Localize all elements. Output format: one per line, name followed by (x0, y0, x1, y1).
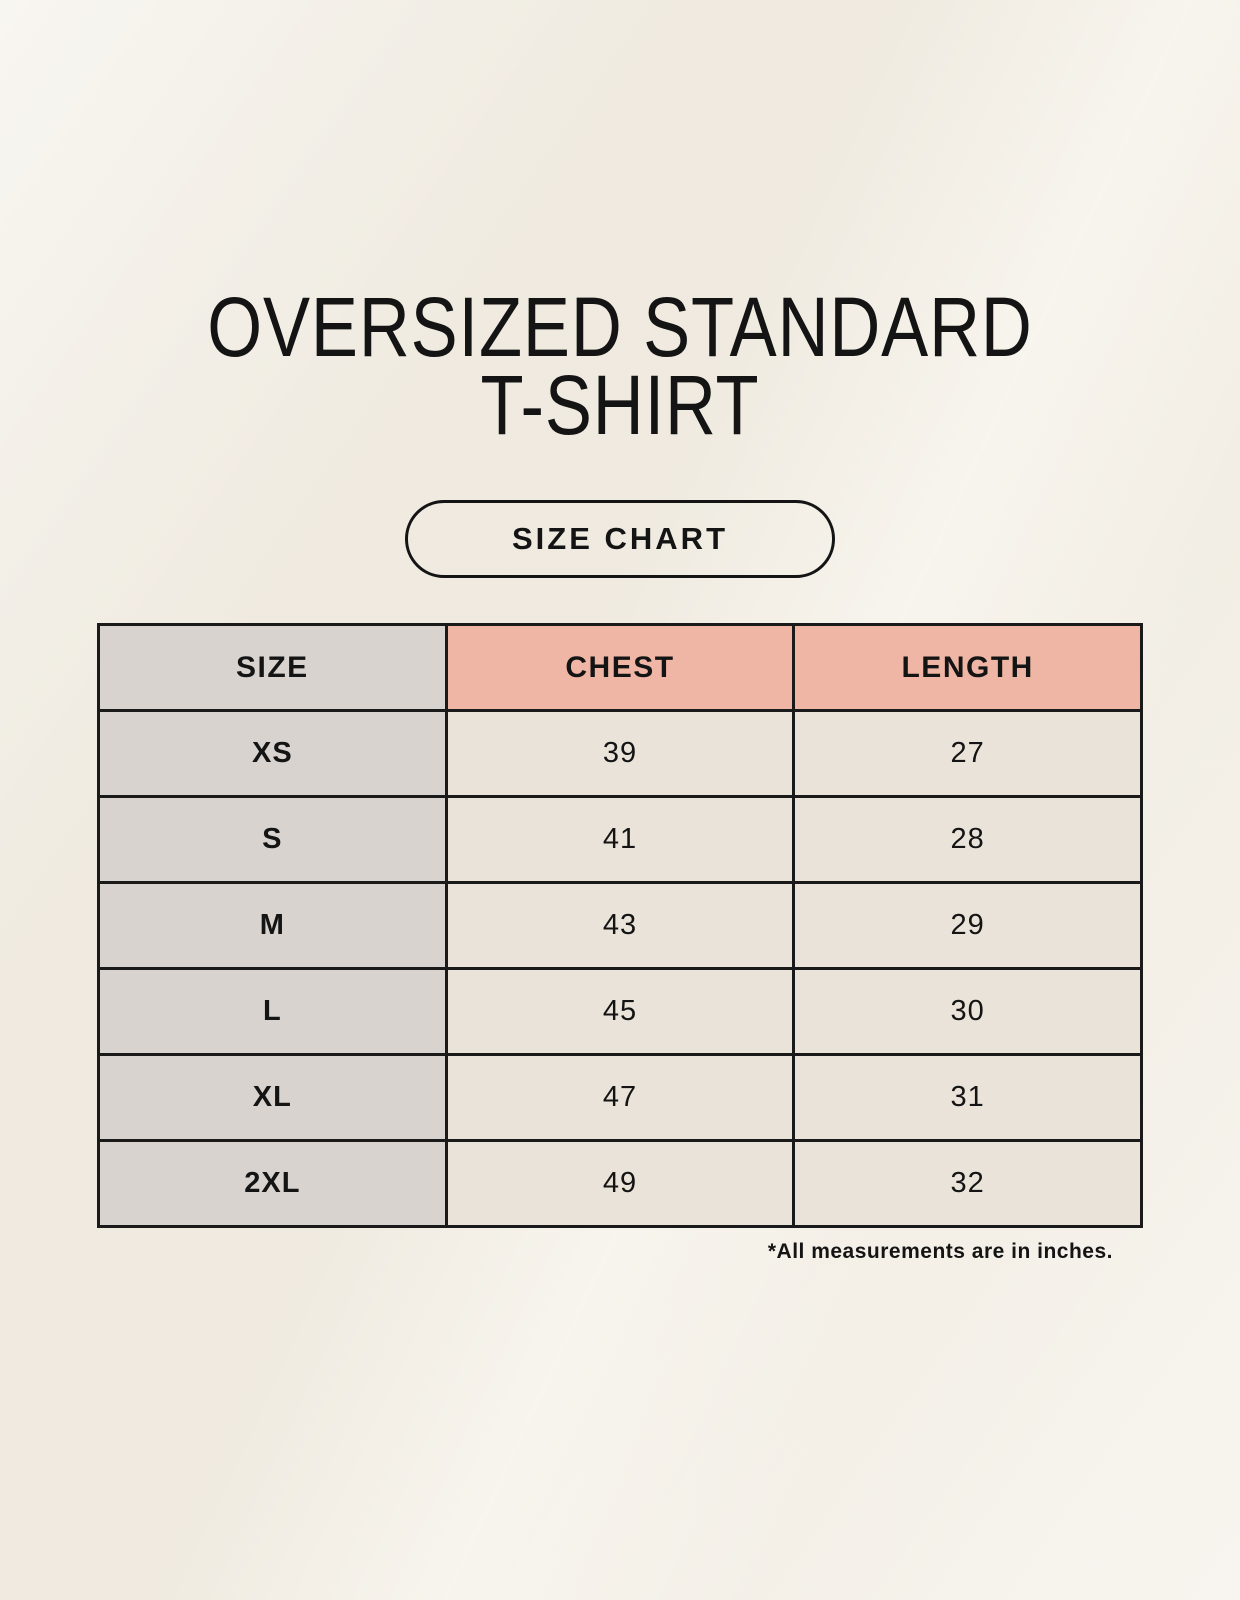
table-row: XL 47 31 (97, 1053, 1143, 1142)
header-row: SIZE CHEST LENGTH (97, 623, 1143, 712)
table-row: XS 39 27 (97, 709, 1143, 798)
measurement-value-cell: 28 (792, 795, 1143, 884)
column-header-size: SIZE (97, 623, 448, 712)
size-label-cell: 2XL (97, 1139, 448, 1228)
size-label-cell: XL (97, 1053, 448, 1142)
size-label-cell: M (97, 881, 448, 970)
page-title-line1: OVERSIZED STANDARD (207, 280, 1033, 374)
measurement-value-cell: 47 (444, 1053, 796, 1142)
size-label-cell: L (97, 967, 448, 1056)
size-chart-table-header: SIZE CHEST LENGTH (97, 623, 1143, 712)
measurement-value-cell: 31 (792, 1053, 1143, 1142)
page-title: OVERSIZED STANDARD T-SHIRT (99, 280, 1141, 452)
column-header-chest: CHEST (444, 623, 796, 712)
measurement-value-cell: 30 (792, 967, 1143, 1056)
size-chart-badge: SIZE CHART (405, 500, 835, 578)
size-chart-table-body: XS 39 27 S 41 28 M 43 29 L 45 30 XL 47 31 2XL 49 32 (97, 709, 1143, 1228)
measurement-value-cell: 41 (444, 795, 796, 884)
table-row: L 45 30 (97, 967, 1143, 1056)
table-row: M 43 29 (97, 881, 1143, 970)
measurement-value-cell: 45 (444, 967, 796, 1056)
measurement-value-cell: 43 (444, 881, 796, 970)
table-row: S 41 28 (97, 795, 1143, 884)
size-chart-badge-container: SIZE CHART (0, 500, 1240, 578)
table-row: 2XL 49 32 (97, 1139, 1143, 1228)
measurement-value-cell: 27 (792, 709, 1143, 798)
measurement-value-cell: 49 (444, 1139, 796, 1228)
measurement-value-cell: 29 (792, 881, 1143, 970)
size-label-cell: XS (97, 709, 448, 798)
size-chart-table: SIZE CHEST LENGTH XS 39 27 S 41 28 M 43 29 L 45 30 X… (97, 623, 1143, 1228)
page-title-line2: T-SHIRT (480, 358, 760, 452)
measurement-value-cell: 32 (792, 1139, 1143, 1228)
measurements-footnote: *All measurements are in inches. (767, 1240, 1113, 1263)
measurement-value-cell: 39 (444, 709, 796, 798)
column-header-length: LENGTH (792, 623, 1143, 712)
size-label-cell: S (97, 795, 448, 884)
